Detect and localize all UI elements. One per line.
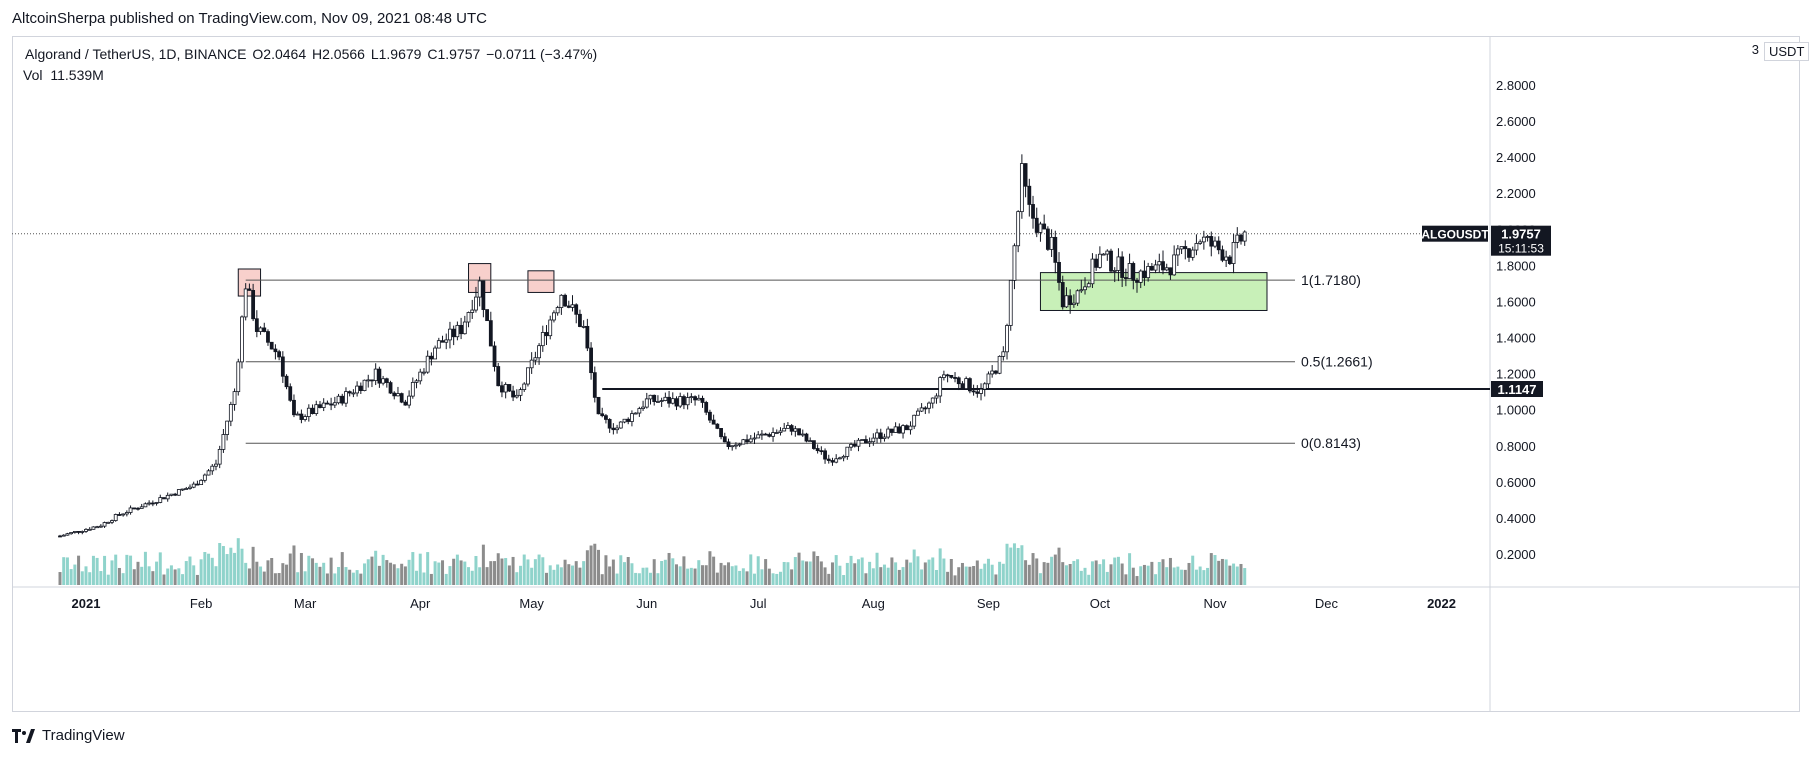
publisher-header: AltcoinSherpa published on TradingView.c… xyxy=(12,10,488,27)
volume-label: Vol xyxy=(23,67,43,83)
symbol-title[interactable]: Algorand / TetherUS, 1D, BINANCE xyxy=(25,46,247,62)
chart-legend: Algorand / TetherUS, 1D, BINANCE O2.0464… xyxy=(23,44,597,86)
tradingview-logo-icon xyxy=(12,728,35,743)
open-value: O2.0464 xyxy=(252,46,307,62)
low-value: L1.9679 xyxy=(370,46,422,62)
footer: TradingView xyxy=(12,727,125,744)
change-value: −0.0711 (−3.47%) xyxy=(486,46,598,62)
currency-selector[interactable]: USDT xyxy=(1764,42,1810,61)
volume-row: Vol 11.539M xyxy=(23,65,597,86)
footer-brand[interactable]: TradingView xyxy=(42,727,125,744)
chart-frame xyxy=(12,36,1800,712)
high-value: H2.0566 xyxy=(312,46,365,62)
volume-value: 11.539M xyxy=(50,67,104,83)
close-value: C1.9757 xyxy=(427,46,481,62)
symbol-ohlc-row: Algorand / TetherUS, 1D, BINANCE O2.0464… xyxy=(23,44,597,65)
